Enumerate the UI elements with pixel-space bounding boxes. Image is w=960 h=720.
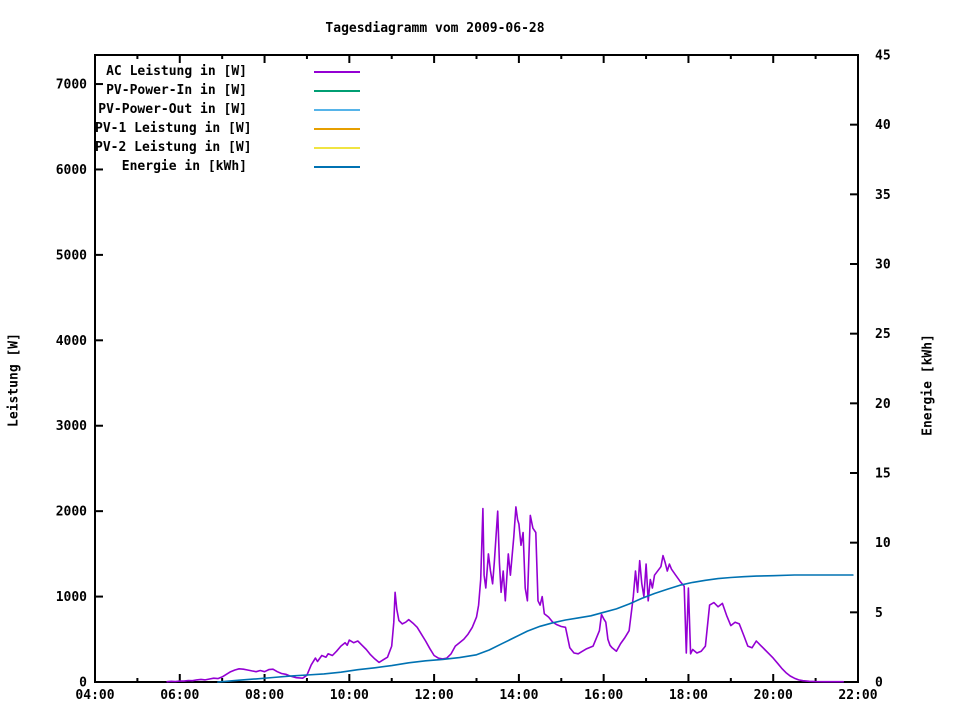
x-axis-tick-label: 12:00 xyxy=(415,688,454,703)
y-axis-tick-label: 7000 xyxy=(56,78,87,93)
y-axis-tick-label: 4000 xyxy=(56,334,87,349)
y2-axis-tick-label: 20 xyxy=(875,397,891,412)
legend-color-line xyxy=(314,128,360,130)
legend-item: PV-1 Leistung in [W] xyxy=(95,119,425,138)
y2-axis-tick-label: 45 xyxy=(875,49,891,64)
series-line-ac-leistung-in-w xyxy=(166,506,845,683)
y-axis-tick-label: 6000 xyxy=(56,163,87,178)
legend-label: PV-1 Leistung in [W] xyxy=(95,121,252,136)
legend-label: PV-Power-In in [W] xyxy=(106,83,247,98)
y2-axis-tick-label: 40 xyxy=(875,118,891,133)
legend: AC Leistung in [W] PV-Power-In in [W] PV-P… xyxy=(95,62,425,176)
x-axis-tick-label: 04:00 xyxy=(75,688,114,703)
legend-color-line xyxy=(314,90,360,92)
legend-color-line xyxy=(314,166,360,168)
y2-axis-tick-label: 5 xyxy=(875,606,883,621)
legend-color-line xyxy=(314,147,360,149)
legend-item: Energie in [kWh] xyxy=(95,157,425,176)
y2-axis-tick-label: 0 xyxy=(875,676,883,691)
y2-axis-tick-label: 30 xyxy=(875,258,891,273)
legend-label: AC Leistung in [W] xyxy=(106,64,247,79)
x-axis-tick-label: 18:00 xyxy=(669,688,708,703)
y-axis-tick-label: 2000 xyxy=(56,505,87,520)
y-axis-tick-label: 1000 xyxy=(56,590,87,605)
legend-item: PV-2 Leistung in [W] xyxy=(95,138,425,157)
x-axis-tick-label: 20:00 xyxy=(754,688,793,703)
legend-item: PV-Power-Out in [W] xyxy=(95,100,425,119)
x-axis-tick-label: 14:00 xyxy=(499,688,538,703)
x-axis-tick-label: 16:00 xyxy=(584,688,623,703)
x-axis-tick-label: 08:00 xyxy=(245,688,284,703)
legend-label: PV-Power-Out in [W] xyxy=(98,102,247,117)
chart-title: Tagesdiagramm vom 2009-06-28 xyxy=(325,21,545,36)
legend-color-line xyxy=(314,109,360,111)
y-axis-tick-label: 0 xyxy=(79,676,87,691)
x-axis-tick-label: 10:00 xyxy=(330,688,369,703)
y-axis-tick-label: 5000 xyxy=(56,248,87,263)
y2-axis-tick-label: 15 xyxy=(875,467,891,482)
y2-axis-tick-label: 25 xyxy=(875,327,891,342)
y-axis-label-left: Leistung [W] xyxy=(6,333,22,427)
x-axis-tick-label: 22:00 xyxy=(838,688,877,703)
legend-item: PV-Power-In in [W] xyxy=(95,81,425,100)
y-axis-tick-label: 3000 xyxy=(56,419,87,434)
y2-axis-tick-label: 10 xyxy=(875,536,891,551)
legend-item: AC Leistung in [W] xyxy=(95,62,425,81)
legend-color-line xyxy=(314,71,360,73)
y2-axis-tick-label: 35 xyxy=(875,188,891,203)
legend-label: PV-2 Leistung in [W] xyxy=(95,140,252,155)
y-axis-label-right: Energie [kWh] xyxy=(920,334,936,436)
legend-label: Energie in [kWh] xyxy=(121,159,247,174)
x-axis-tick-label: 06:00 xyxy=(160,688,199,703)
series-line-energie-in-kwh xyxy=(217,574,854,683)
